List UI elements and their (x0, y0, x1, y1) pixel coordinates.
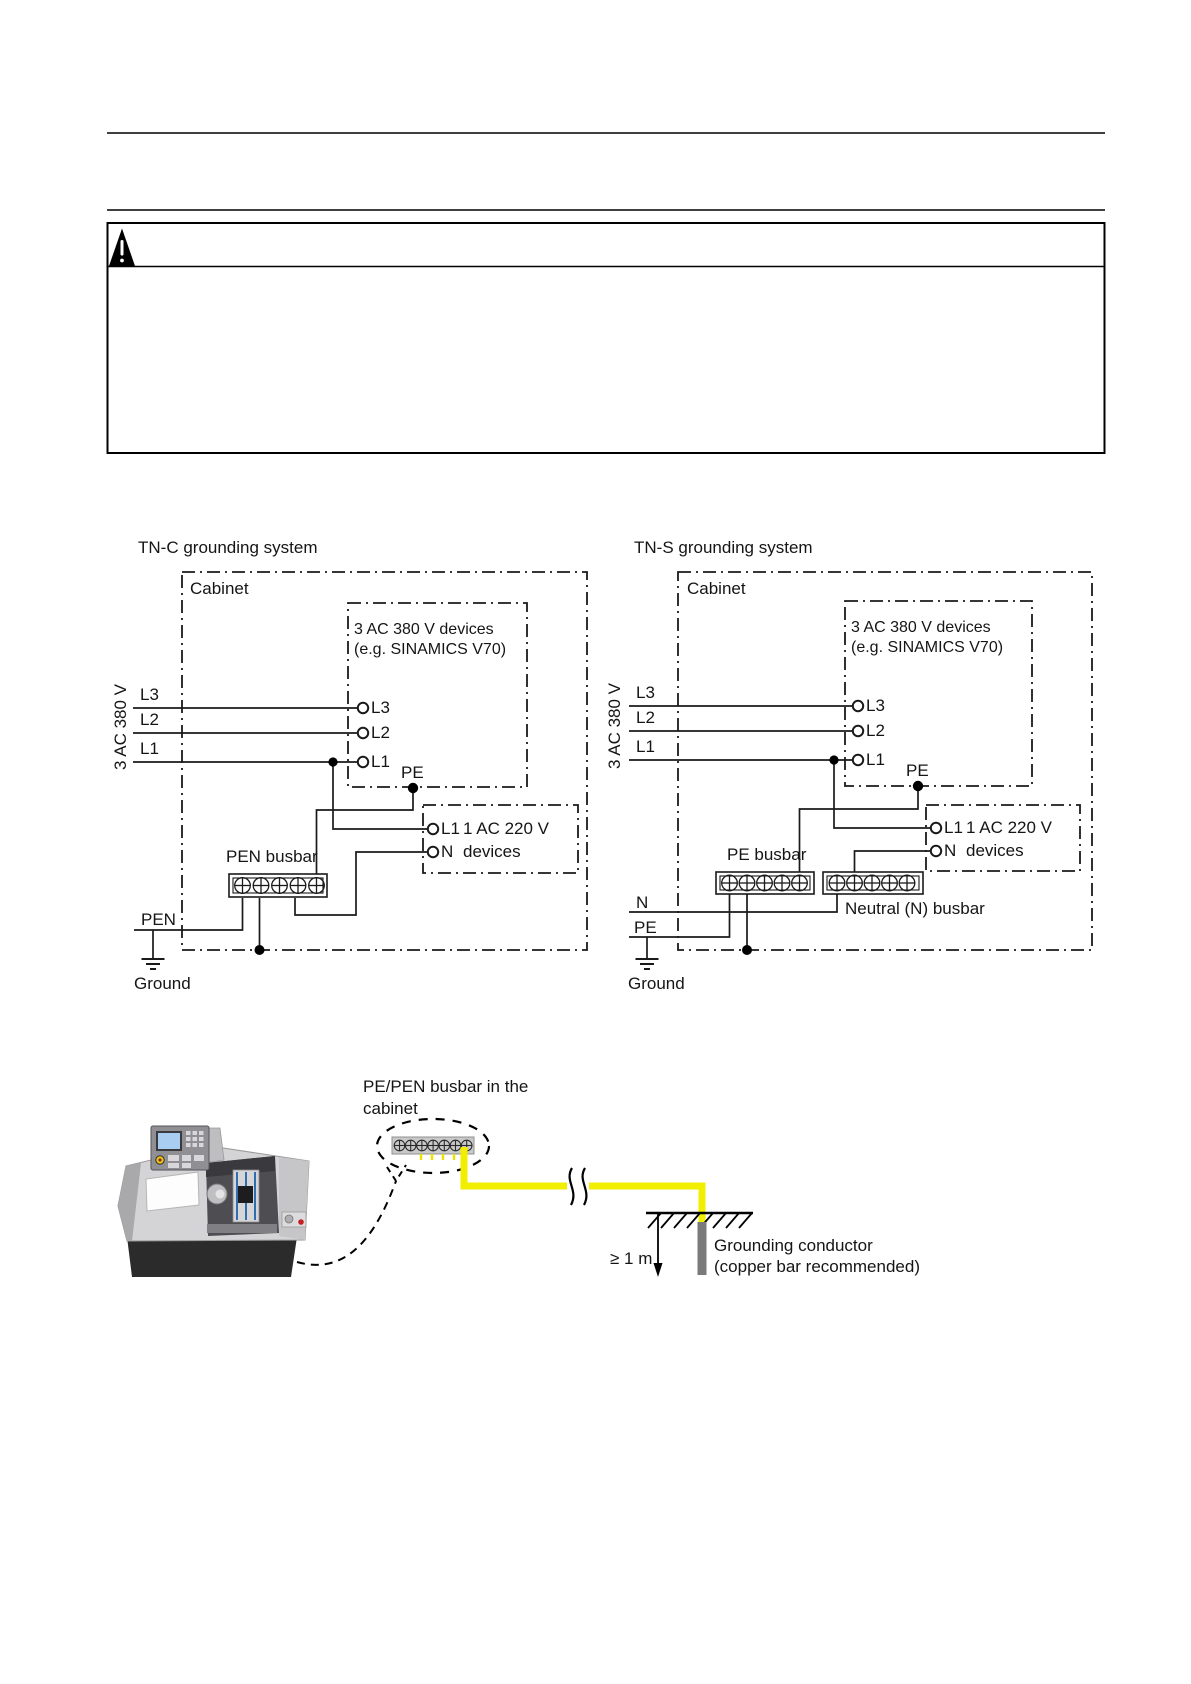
tns-ac220-label-2: devices (966, 841, 1024, 860)
tns-devices-box (844, 600, 1033, 787)
tnc-ac220-terminal-l1: L1 (441, 819, 460, 838)
tns-ac220-label-1: 1 AC 220 V (966, 818, 1053, 837)
tns-pe-busbar-label: PE busbar (727, 845, 807, 864)
ground-symbol (141, 958, 165, 970)
tns-supply-label: 3 AC 380 V (604, 682, 624, 770)
tnc-pe-label: PE (401, 763, 424, 782)
tns-phase-l3: L3 (636, 683, 655, 702)
tns-ac220-terminal-l1: L1 (944, 818, 963, 837)
callout-label-1: PE/PEN busbar in the (363, 1077, 529, 1096)
tnc-devices-label-1: 3 AC 380 V devices (354, 621, 494, 638)
tns-terminal-l2: L2 (866, 721, 885, 740)
tns-ac220-box (925, 804, 1081, 872)
tns-terminal-l1: L1 (866, 750, 885, 769)
tns-phase-l2: L2 (636, 708, 655, 727)
tnc-cabinet-box (181, 571, 588, 951)
grounding-cable (460, 1147, 706, 1222)
tnc-ac220-label-1: 1 AC 220 V (463, 819, 550, 838)
tnc-ac220-label-2: devices (463, 842, 521, 861)
tnc-phase-l2: L2 (140, 710, 159, 729)
tns-phase-l1: L1 (636, 737, 655, 756)
pe-busbar (715, 871, 815, 895)
tnc-ac220-terminal-n: N (441, 842, 454, 861)
tns-incoming-n-label: N (636, 893, 649, 912)
cabinet-busbar-detail (391, 1136, 475, 1160)
tnc-supply-label: 3 AC 380 V (110, 683, 130, 771)
tnc-devices-box (347, 602, 528, 788)
tnc-terminal-l2: L2 (371, 723, 390, 742)
tnc-devices-label-2: (e.g. SINAMICS V70) (354, 641, 507, 658)
page-header-rules (107, 132, 1105, 211)
depth-arrow (653, 1214, 663, 1277)
tnc-busbar-label: PEN busbar (226, 847, 318, 866)
tnc-incoming-label: PEN (141, 910, 176, 929)
tnc-terminal-l3: L3 (371, 698, 390, 717)
tns-diagram (629, 571, 1093, 970)
tns-incoming-pe-label: PE (634, 918, 657, 937)
tns-devices-label-1: 3 AC 380 V devices (851, 619, 991, 636)
tns-ac220-terminal-n: N (944, 841, 957, 860)
tnc-title: TN-C grounding system (138, 538, 318, 557)
depth-label: ≥ 1 m (610, 1249, 653, 1268)
ground-symbol (635, 958, 659, 970)
tns-pe-label: PE (906, 761, 929, 780)
tnc-ground-label: Ground (134, 974, 191, 993)
tns-neutral-busbar-label: Neutral (N) busbar (845, 899, 985, 918)
tnc-ac220-box (422, 804, 579, 874)
tns-ground-label: Ground (628, 974, 685, 993)
tnc-cabinet-label: Cabinet (190, 579, 249, 598)
tnc-terminal-l1: L1 (371, 752, 390, 771)
callout-label-2: cabinet (363, 1099, 418, 1118)
conductor-label-2: (copper bar recommended) (714, 1257, 920, 1276)
tns-terminal-l3: L3 (866, 696, 885, 715)
warning-triangle-icon (109, 228, 135, 266)
warning-box (106, 222, 1106, 454)
grounding-conductor-bar (697, 1222, 707, 1275)
conductor-label-1: Grounding conductor (714, 1236, 873, 1255)
tns-title: TN-S grounding system (634, 538, 813, 557)
callout-ellipse (375, 1117, 491, 1175)
callout-leader (296, 1117, 491, 1266)
pen-busbar (228, 873, 328, 898)
tnc-diagram (133, 571, 588, 970)
cable-break-mark (568, 1167, 588, 1206)
neutral-busbar (822, 871, 924, 895)
machine-illustration (117, 1125, 310, 1277)
tns-devices-label-2: (e.g. SINAMICS V70) (851, 639, 1004, 656)
tns-cabinet-label: Cabinet (687, 579, 746, 598)
tnc-phase-l1: L1 (140, 739, 159, 758)
tns-cabinet-box (677, 571, 1093, 951)
tnc-phase-l3: L3 (140, 685, 159, 704)
